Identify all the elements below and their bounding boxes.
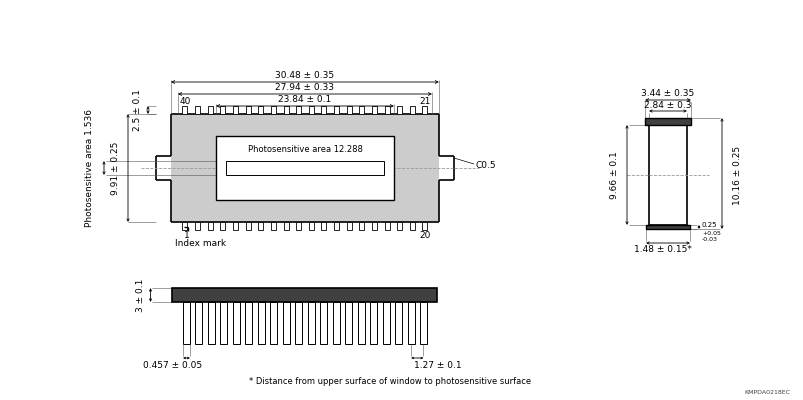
Bar (195, 222, 200, 230)
Bar (407, 302, 414, 344)
Bar (220, 222, 225, 230)
Bar (246, 106, 251, 114)
Text: KMPDA0218EC: KMPDA0218EC (743, 390, 789, 394)
Bar (258, 222, 263, 230)
Bar (182, 222, 187, 230)
Text: 40: 40 (179, 96, 190, 106)
Bar (233, 222, 238, 230)
Text: C0.5: C0.5 (475, 162, 496, 170)
Bar (359, 222, 364, 230)
Bar (283, 106, 288, 114)
Text: 1.48 ± 0.15*: 1.48 ± 0.15* (634, 244, 691, 254)
Bar (372, 222, 377, 230)
Bar (384, 106, 389, 114)
Bar (346, 106, 351, 114)
Text: 0.25: 0.25 (701, 222, 716, 228)
Text: 9.91 ± 0.25: 9.91 ± 0.25 (112, 141, 120, 195)
Bar (397, 222, 402, 230)
Bar (183, 302, 190, 344)
Bar (182, 106, 187, 114)
Bar (369, 302, 377, 344)
Bar (258, 302, 264, 344)
Bar (295, 302, 302, 344)
Bar (334, 106, 339, 114)
Text: 3.44 ± 0.35: 3.44 ± 0.35 (641, 90, 694, 98)
Text: 3 ± 0.1: 3 ± 0.1 (136, 278, 145, 312)
Text: 23.84 ± 0.1: 23.84 ± 0.1 (278, 96, 331, 104)
Bar (357, 302, 365, 344)
Bar (220, 302, 227, 344)
Bar (233, 302, 239, 344)
Bar (283, 222, 288, 230)
Text: 0.457 ± 0.05: 0.457 ± 0.05 (143, 360, 202, 370)
Text: 2.84 ± 0.3: 2.84 ± 0.3 (643, 100, 691, 110)
Text: 30.48 ± 0.35: 30.48 ± 0.35 (275, 72, 334, 80)
Bar (397, 106, 402, 114)
Bar (308, 302, 314, 344)
Text: 9.66 ± 0.1: 9.66 ± 0.1 (609, 151, 619, 199)
Bar (220, 106, 225, 114)
Bar (410, 106, 414, 114)
Bar (216, 136, 393, 200)
Bar (344, 302, 352, 344)
Bar (384, 222, 389, 230)
Bar (308, 222, 313, 230)
Bar (208, 302, 214, 344)
Bar (359, 106, 364, 114)
Bar (372, 106, 377, 114)
Bar (419, 302, 426, 344)
Text: Index mark: Index mark (175, 240, 226, 248)
Bar (320, 302, 327, 344)
Bar (394, 302, 402, 344)
Text: * Distance from upper surface of window to photosensitive surface: * Distance from upper surface of window … (249, 378, 531, 386)
Bar (410, 222, 414, 230)
Text: 1: 1 (184, 230, 190, 240)
Bar (226, 161, 384, 175)
Bar (245, 302, 252, 344)
Bar (644, 118, 690, 125)
Bar (173, 288, 437, 302)
Bar (296, 106, 301, 114)
Bar (271, 222, 275, 230)
Text: Photosensitive area 1.536: Photosensitive area 1.536 (85, 109, 95, 227)
Bar (195, 106, 200, 114)
Bar (296, 222, 301, 230)
Bar (332, 302, 339, 344)
Text: 21: 21 (419, 96, 430, 106)
Bar (207, 106, 213, 114)
Bar (382, 302, 389, 344)
Text: +0.05
-0.03: +0.05 -0.03 (701, 231, 720, 242)
Bar (648, 125, 686, 225)
Bar (645, 225, 689, 229)
Bar (422, 222, 427, 230)
Bar (308, 106, 313, 114)
Bar (233, 106, 238, 114)
Bar (321, 222, 326, 230)
Bar (271, 106, 275, 114)
Bar (346, 222, 351, 230)
Bar (258, 106, 263, 114)
Bar (422, 106, 427, 114)
Bar (246, 222, 251, 230)
Text: Photosensitive area 12.288: Photosensitive area 12.288 (247, 146, 362, 154)
Text: 1.27 ± 0.1: 1.27 ± 0.1 (414, 360, 461, 370)
Bar (195, 302, 202, 344)
Text: 27.94 ± 0.33: 27.94 ± 0.33 (275, 84, 334, 92)
Bar (270, 302, 277, 344)
Bar (171, 114, 438, 222)
Text: 2.5 ± 0.1: 2.5 ± 0.1 (133, 89, 142, 131)
Text: 20: 20 (419, 230, 430, 240)
Text: 10.16 ± 0.25: 10.16 ± 0.25 (732, 146, 742, 204)
Bar (334, 222, 339, 230)
Bar (207, 222, 213, 230)
Bar (283, 302, 289, 344)
Bar (321, 106, 326, 114)
